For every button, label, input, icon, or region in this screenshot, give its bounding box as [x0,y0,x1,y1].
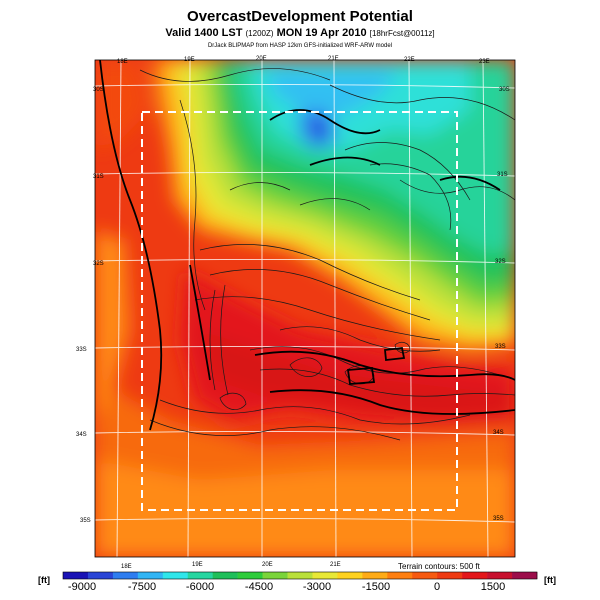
page-title: OvercastDevelopment Potential [187,8,413,25]
terrain-contours-note: Terrain contours: 500 ft [398,562,480,571]
colorbar-swatch [312,572,338,579]
colorbar-swatch [63,572,89,579]
lat-label-left: 35S [80,518,91,524]
lon-label-bottom: 18E [121,564,132,570]
colorbar-tick-label: -7500 [128,581,156,593]
colorbar-swatch [512,572,538,579]
lat-label-left: 33S [76,347,87,353]
colorbar-tick-label: 1500 [481,581,505,593]
colorbar-swatch [87,572,114,579]
colorbar-swatch [487,572,513,579]
colorbar-swatch [187,572,213,579]
lon-label-top: 18E [117,59,128,65]
colorbar-swatches [62,571,538,580]
colorbar-swatch [112,572,139,579]
colorbar-swatch [387,572,413,579]
terrain-contours [139,68,515,441]
colorbar-swatch [362,572,388,579]
lon-label-bottom: 21E [330,562,341,568]
colorbar-swatch [462,572,488,579]
map-frame [94,59,516,558]
major-contours [99,60,515,431]
colorbar-tick-label: -4500 [245,581,273,593]
colorbar-swatch [212,572,238,579]
color-field [95,60,515,557]
colorbar-swatch [237,572,263,579]
lat-label-right: 30S [499,87,510,93]
colorbar-swatch [287,572,313,579]
graticule [95,60,515,557]
colorbar-swatch [337,572,363,579]
lon-label-top: 19E [184,57,195,63]
colorbar-frame [62,571,538,580]
lat-label-left: 30S [93,87,104,93]
lon-label-top: 23E [479,59,490,65]
colorbar-swatch [137,572,164,579]
colorbar-tick-label: -6000 [186,581,214,593]
valid-prefix: Valid 1400 LST [165,27,243,39]
lat-label-right: 34S [493,430,504,436]
colorbar-ticks: -9000 -7500 -6000 -4500 -3000 -1500 0 15… [68,581,505,593]
colorbar-unit-right: [ft] [544,575,556,585]
lat-label-right: 31S [497,172,508,178]
lat-label-right: 33S [495,344,506,350]
valid-time: Valid 1400 LST (1200Z) MON 19 Apr 2010 [… [0,27,600,39]
lon-label-bottom: 20E [262,562,273,568]
inner-domain-box [141,111,458,511]
lat-label-left: 31S [93,174,104,180]
model-credit: DrJack BLIPMAP from HASP 12km GFS-initia… [207,43,393,49]
colorbar-swatch [437,572,463,579]
colorbar-swatch [162,572,189,579]
lat-label-right: 32S [495,259,506,265]
lon-label-top: 20E [256,56,267,62]
colorbar-tick-label: 0 [434,581,440,593]
field-layer [95,60,515,557]
forecast-label: [18hrFcst@0011z] [369,29,435,38]
lon-label-top: 21E [328,56,339,62]
colorbar-tick-label: -1500 [362,581,390,593]
colorbar-tick-label: -9000 [68,581,96,593]
valid-day: MON 19 Apr 2010 [276,27,367,39]
lat-label-left: 34S [76,432,87,438]
lon-label-bottom: 19E [192,562,203,568]
lat-label-right: 35S [493,516,504,522]
lat-label-left: 32S [93,261,104,267]
colorbar-swatch [262,572,288,579]
graticule-labels: 18E 19E 20E 21E 22E 23E 18E 19E 20E 21E … [76,56,510,570]
lon-label-top: 22E [404,57,415,63]
colorbar-swatch [412,572,438,579]
colorbar-tick-label: -3000 [303,581,331,593]
colorbar-unit-left: [ft] [38,575,50,585]
valid-utc: (1200Z) [245,29,274,38]
